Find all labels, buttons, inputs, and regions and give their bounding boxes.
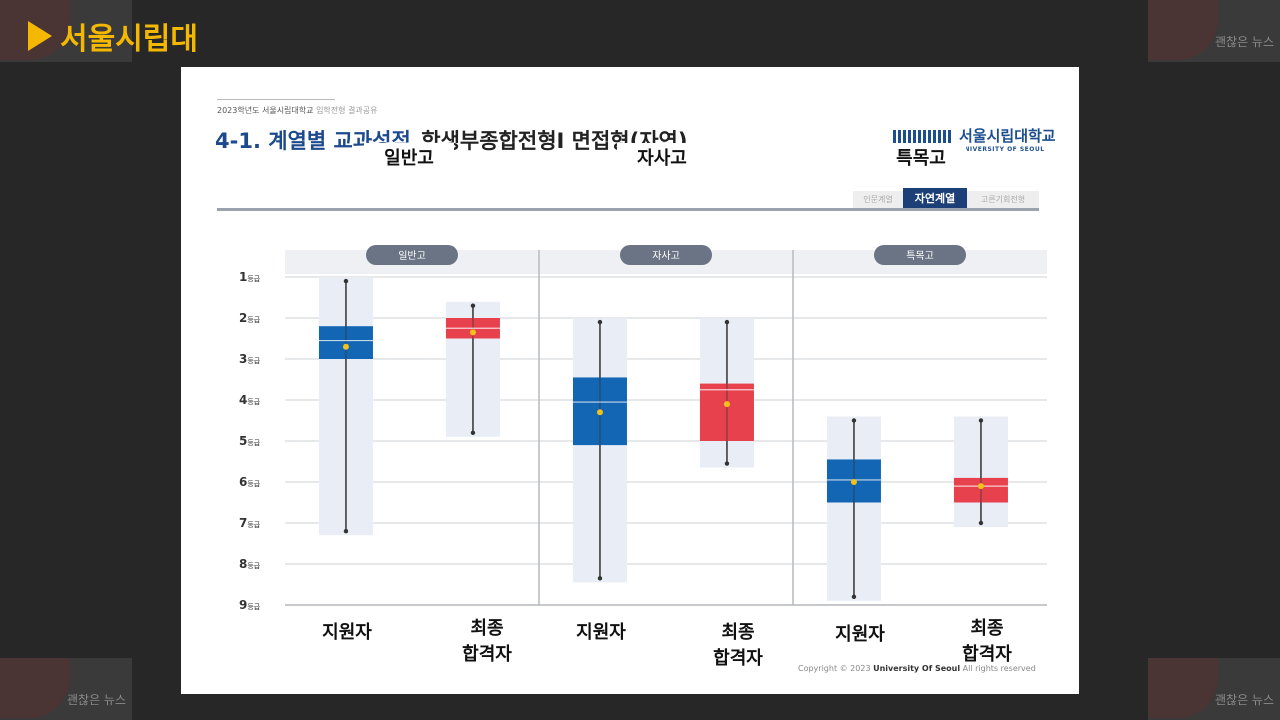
group-pill	[874, 245, 966, 265]
box-mean-dot	[469, 329, 476, 336]
sub-label-admitted: 최종 합격자	[962, 618, 1012, 665]
y-tick-label: 2등급	[239, 311, 261, 325]
watermark-blob	[0, 658, 70, 718]
tab-underline	[217, 208, 1039, 211]
group-pill-label: 자사고	[652, 250, 680, 262]
watermark-text: 괜찮은 뉴스	[66, 693, 126, 707]
watermark-top-right: 괜찮은 뉴스	[1148, 0, 1280, 62]
copyright: Copyright © 2023 University Of Seoul All…	[798, 664, 1036, 673]
box-plot-chart: 1등급 2등급 3등급 4등급 5등급 6등급 7등급 8등급 9등급 일반고 자사고 특목고	[239, 245, 1047, 612]
category-label-general: 일반고	[364, 143, 454, 171]
group-pill	[366, 245, 458, 265]
whisker-end-top	[597, 319, 603, 325]
y-tick-label: 9등급	[239, 598, 261, 612]
logo-name-korean: 서울시립대학교	[959, 127, 1056, 145]
group-pill-label: 특목고	[906, 250, 934, 262]
y-tick-label: 7등급	[239, 516, 261, 530]
logo-name-english: UNIVERSITY OF SEOUL	[959, 146, 1045, 153]
y-tick-label: 5등급	[239, 434, 261, 448]
slide-panel: 2023학년도 서울시립대학교 입학전형 결과공유 4-1. 계열별 교과성적_…	[181, 67, 1079, 694]
category-label-private: 자사고	[617, 143, 707, 171]
divider	[217, 99, 335, 100]
y-tick-label: 6등급	[239, 475, 261, 489]
subtitle-main: 2023학년도 서울시립대학교	[217, 106, 314, 115]
whisker-end-bottom	[343, 529, 349, 534]
sub-label-applicants: 지원자	[576, 622, 626, 643]
y-tick-label: 8등급	[239, 557, 261, 571]
watermark-blob	[1148, 658, 1218, 718]
watermark-blob	[1148, 0, 1218, 60]
y-tick-label: 4등급	[239, 393, 261, 407]
copyright-suffix: All rights reserved	[960, 664, 1036, 673]
page-title: 서울시립대	[28, 14, 198, 58]
y-tick-label: 1등급	[239, 270, 261, 284]
page-title-text: 서울시립대	[60, 22, 198, 57]
subtitle-muted: 입학전형 결과공유	[316, 106, 378, 115]
sub-label-admitted: 최종 합격자	[713, 622, 763, 669]
whisker-end-top	[724, 319, 730, 325]
play-triangle-icon	[28, 21, 52, 51]
copyright-owner: University Of Seoul	[873, 664, 961, 673]
whisker-end-bottom	[851, 594, 857, 599]
university-logo: 서울시립대학교 UNIVERSITY OF SEOUL	[893, 125, 1056, 153]
logo-bars-icon	[893, 126, 951, 152]
whisker-end-top	[851, 418, 857, 423]
whisker-end-bottom	[470, 430, 476, 435]
category-label-special: 특목고	[876, 143, 966, 171]
whisker-end-top	[343, 278, 349, 284]
tab-humanities[interactable]: 인문계열	[853, 191, 903, 208]
box-mean-dot	[850, 479, 857, 485]
box-mean-dot	[596, 409, 603, 416]
group-pill	[620, 245, 712, 265]
group-pill-label: 일반고	[398, 250, 426, 262]
watermark-text: 괜찮은 뉴스	[1214, 693, 1274, 707]
box-mean-dot	[977, 483, 984, 490]
slide-subtitle: 2023학년도 서울시립대학교 입학전형 결과공유	[217, 105, 378, 116]
whisker-end-top	[470, 303, 476, 308]
sub-label-admitted: 최종 합격자	[462, 618, 512, 665]
watermark-text: 괜찮은 뉴스	[1214, 35, 1274, 49]
sub-label-applicants: 지원자	[322, 622, 372, 643]
sub-label-applicants: 지원자	[835, 624, 885, 645]
whisker-end-top	[978, 418, 984, 423]
tab-natural-science[interactable]: 자연계열	[903, 188, 967, 208]
watermark-bottom-left: 괜찮은 뉴스	[0, 658, 132, 720]
y-tick-label: 3등급	[239, 352, 261, 366]
whisker-end-bottom	[978, 520, 984, 526]
box-mean-dot	[342, 343, 349, 350]
box-mean-dot	[723, 401, 730, 408]
whisker-end-bottom	[597, 576, 603, 581]
whisker-end-bottom	[724, 461, 730, 466]
watermark-bottom-right: 괜찮은 뉴스	[1148, 658, 1280, 720]
tab-equal-opportunity[interactable]: 고른기회전형	[967, 191, 1039, 208]
copyright-prefix: Copyright © 2023	[798, 664, 874, 673]
